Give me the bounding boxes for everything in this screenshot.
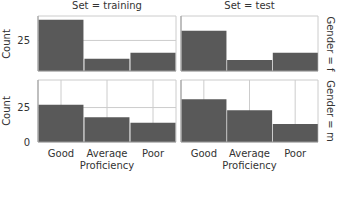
svg-text:25: 25	[17, 35, 30, 46]
svg-text:Average: Average	[229, 148, 270, 158]
html-text:Gender = m: Gender = m	[325, 80, 336, 142]
html-text:Proficiency: Proficiency	[222, 160, 277, 171]
svg-text:Good: Good	[191, 148, 217, 158]
html-text:Set = training: Set = training	[72, 0, 142, 11]
svg-text:Poor: Poor	[142, 148, 165, 158]
html-text:Proficiency: Proficiency	[79, 160, 135, 171]
svg-text:Good: Good	[48, 148, 74, 158]
svg-text:25: 25	[17, 102, 30, 113]
svg-text:Average: Average	[86, 148, 127, 158]
html-text:Set = test: Set = test	[224, 0, 275, 11]
html-text:Count: Count	[1, 28, 12, 59]
html-text:Count: Count	[1, 96, 12, 126]
svg-text:0: 0	[24, 137, 30, 148]
svg-text:Poor: Poor	[284, 148, 307, 158]
html-text:Gender = f: Gender = f	[325, 15, 336, 71]
